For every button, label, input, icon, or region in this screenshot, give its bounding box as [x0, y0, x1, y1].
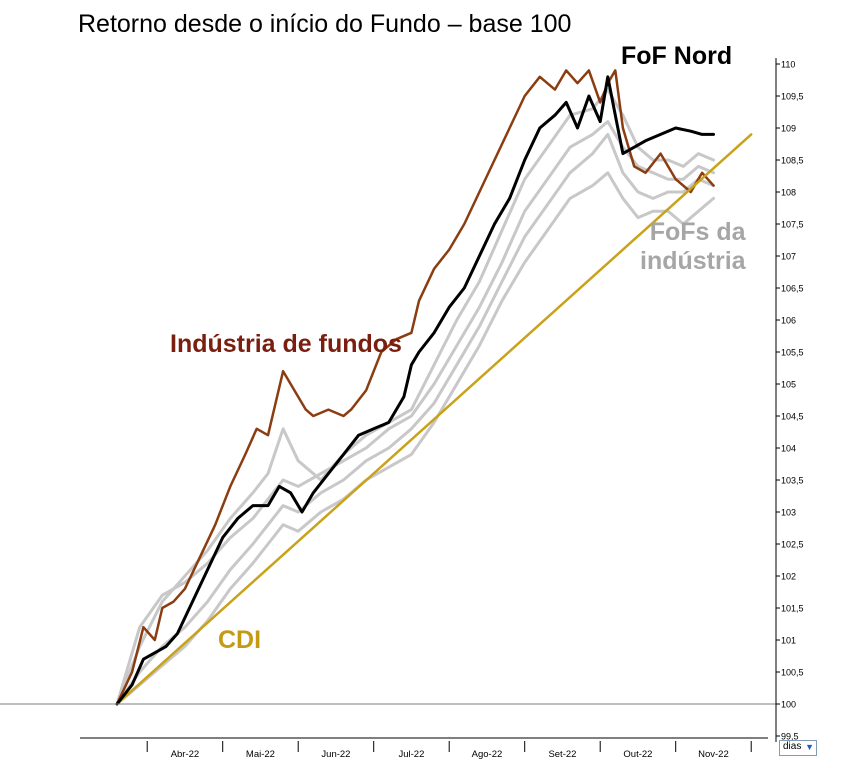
- y-tick-label: 104,5: [781, 412, 804, 422]
- series-line-fof-nord: [115, 75, 715, 706]
- fofs-label-line2: indústria: [640, 246, 746, 275]
- y-tick-label: 109,5: [781, 92, 804, 102]
- y-tick-label: 102,5: [781, 540, 804, 550]
- y-tick-label: 105: [781, 380, 796, 390]
- x-tick-label: Ago-22: [472, 749, 503, 760]
- series-line-industria: [115, 69, 715, 706]
- y-tick-label: 101,5: [781, 604, 804, 614]
- x-tick-label: Jun-22: [321, 749, 350, 760]
- plot-area: [115, 69, 753, 706]
- y-tick-label: 103: [781, 508, 796, 518]
- x-tick-label: Set-22: [548, 749, 576, 760]
- series-line-fofs-1: [115, 88, 715, 706]
- series-line-cdi: [115, 133, 753, 706]
- chevron-down-icon: ▼: [805, 742, 814, 752]
- series-line-fofs-3: [115, 132, 715, 706]
- x-unit-dropdown[interactable]: dias ▼: [779, 740, 817, 756]
- y-tick-label: 108: [781, 188, 796, 198]
- y-tick-label: 110: [781, 60, 795, 70]
- y-tick-label: 102: [781, 572, 796, 582]
- y-tick-label: 101: [781, 636, 796, 646]
- x-tick-label: Nov-22: [698, 749, 729, 760]
- industria-label: Indústria de fundos: [170, 330, 402, 358]
- y-tick-label: 108,5: [781, 156, 804, 166]
- y-axis: 99,5 100 100,5 101 101,5 102 102,5 103 103,5 104 1…: [775, 58, 804, 742]
- x-tick-label: Jul-22: [399, 749, 425, 760]
- y-tick-label: 109: [781, 124, 796, 134]
- y-tick-label: 106,5: [781, 284, 804, 294]
- cdi-label: CDI: [218, 626, 262, 654]
- x-tick-label: Abr-22: [171, 749, 200, 760]
- y-tick-label: 107,5: [781, 220, 804, 230]
- series-line-fofs-4: [115, 171, 715, 706]
- x-axis: Abr-22 Mai-22 Jun-22 Jul-22 Ago-22 Set-22 Out-…: [80, 737, 768, 760]
- y-tick-label: 100,5: [781, 668, 804, 678]
- fofs-label-line1: FoFs da: [649, 218, 746, 246]
- y-tick-label: 104: [781, 444, 796, 454]
- y-tick-label: 105,5: [781, 348, 804, 358]
- y-tick-label: 100: [781, 700, 796, 710]
- y-tick-label: 103,5: [781, 476, 804, 486]
- fofs-industria-label: FoFs da indústria: [640, 218, 746, 276]
- x-tick-label: Out-22: [623, 749, 652, 760]
- y-tick-label: 107: [781, 252, 796, 262]
- y-tick-label: 106: [781, 316, 796, 326]
- y-tick-label: 99,5: [781, 732, 799, 742]
- chart-title: Retorno desde o início do Fundo – base 1…: [78, 10, 572, 38]
- fof-nord-label: FoF Nord: [621, 42, 733, 70]
- x-unit-value: dias: [783, 741, 802, 752]
- series-line-fofs-2: [115, 120, 715, 706]
- x-tick-label: Mai-22: [246, 749, 275, 760]
